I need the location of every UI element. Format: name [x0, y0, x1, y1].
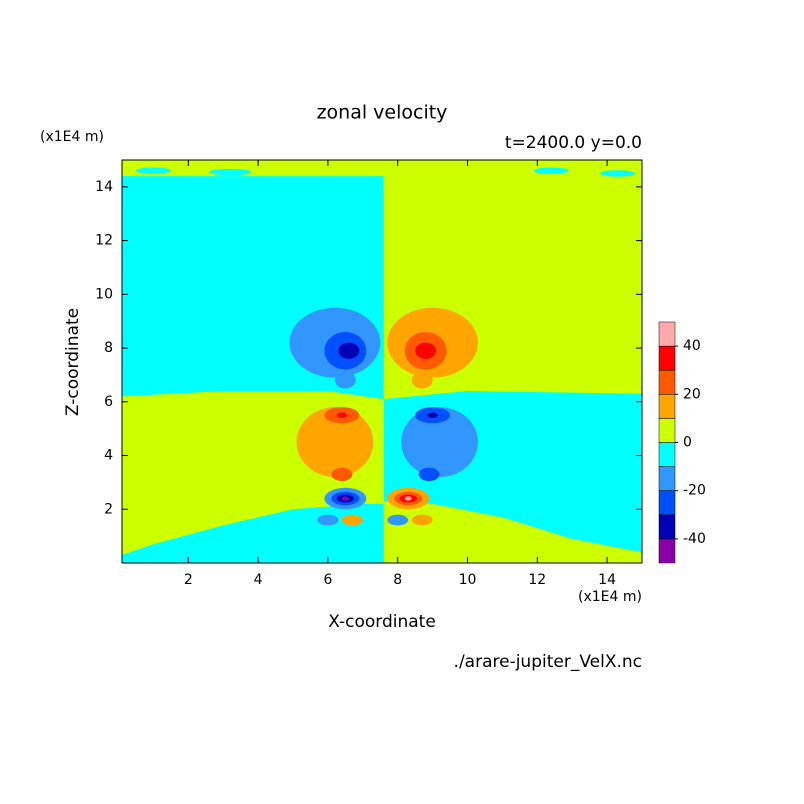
contour-blob	[387, 514, 409, 526]
contour-blob	[135, 167, 171, 174]
colorbar-tick-label: -40	[683, 531, 706, 547]
field	[122, 160, 642, 563]
y-tick-label: 14	[95, 179, 113, 195]
colorbar-bin	[658, 466, 676, 491]
contour-blob	[415, 342, 437, 359]
contour-blob	[404, 496, 412, 501]
contour-blob	[338, 342, 360, 359]
colorbar-bin	[658, 442, 676, 467]
footer: ./arare-jupiter_VelX.nc	[454, 652, 642, 672]
y-tick-label: 2	[104, 501, 113, 517]
x-tick-label: 14	[598, 572, 616, 588]
y-tick-label: 6	[104, 394, 113, 410]
contour-blob	[401, 407, 478, 478]
x-tick-label: 10	[459, 572, 477, 588]
colorbar-bin	[658, 345, 676, 371]
y-axis-label: Z-coordinate	[63, 308, 83, 416]
y-tick-label: 12	[95, 233, 113, 249]
y-tick-label: 10	[95, 286, 113, 302]
contour-blob	[411, 514, 433, 526]
y-unit: (x1E4 m)	[40, 129, 104, 145]
colorbar-bin	[658, 394, 676, 419]
x-axis-label: X-coordinate	[328, 612, 436, 632]
x-tick-label: 6	[323, 572, 332, 588]
y-tick-label: 4	[104, 448, 113, 464]
x-tick-label: 8	[393, 572, 402, 588]
colorbar-bin	[658, 321, 676, 347]
colorbar-bin	[658, 418, 676, 443]
colorbar-tick-label: 40	[683, 338, 701, 354]
colorbar-bin	[658, 490, 676, 516]
colorbar-tick-label: 0	[683, 435, 692, 451]
colorbar-bin	[658, 369, 676, 395]
y-tick-label: 8	[104, 340, 113, 356]
contour-blob	[427, 412, 438, 418]
chart-title: zonal velocity	[317, 102, 448, 124]
x-tick-label: 2	[184, 572, 193, 588]
contour-blob	[600, 170, 636, 177]
contour-blob	[336, 412, 348, 418]
colorbar-tick-label: 20	[683, 386, 701, 402]
contour-blob	[331, 467, 353, 482]
colorbar-tick-label: -20	[683, 483, 706, 499]
contour-blob	[341, 496, 349, 501]
colorbar-bin	[658, 514, 676, 540]
contour-blob	[317, 514, 339, 526]
contour-blob	[209, 168, 252, 176]
x-tick-label: 12	[528, 572, 546, 588]
subtitle: t=2400.0 y=0.0	[505, 133, 642, 153]
x-unit: (x1E4 m)	[578, 589, 642, 605]
contour-blob	[533, 167, 569, 174]
x-tick-label: 4	[254, 572, 263, 588]
colorbar-bin	[658, 538, 676, 564]
contour-blob	[296, 407, 374, 478]
contour-blob	[334, 372, 356, 389]
contour-blob	[341, 514, 363, 526]
plot-frame	[121, 159, 643, 564]
contour-blob	[411, 372, 433, 389]
contour-blob	[418, 467, 440, 482]
